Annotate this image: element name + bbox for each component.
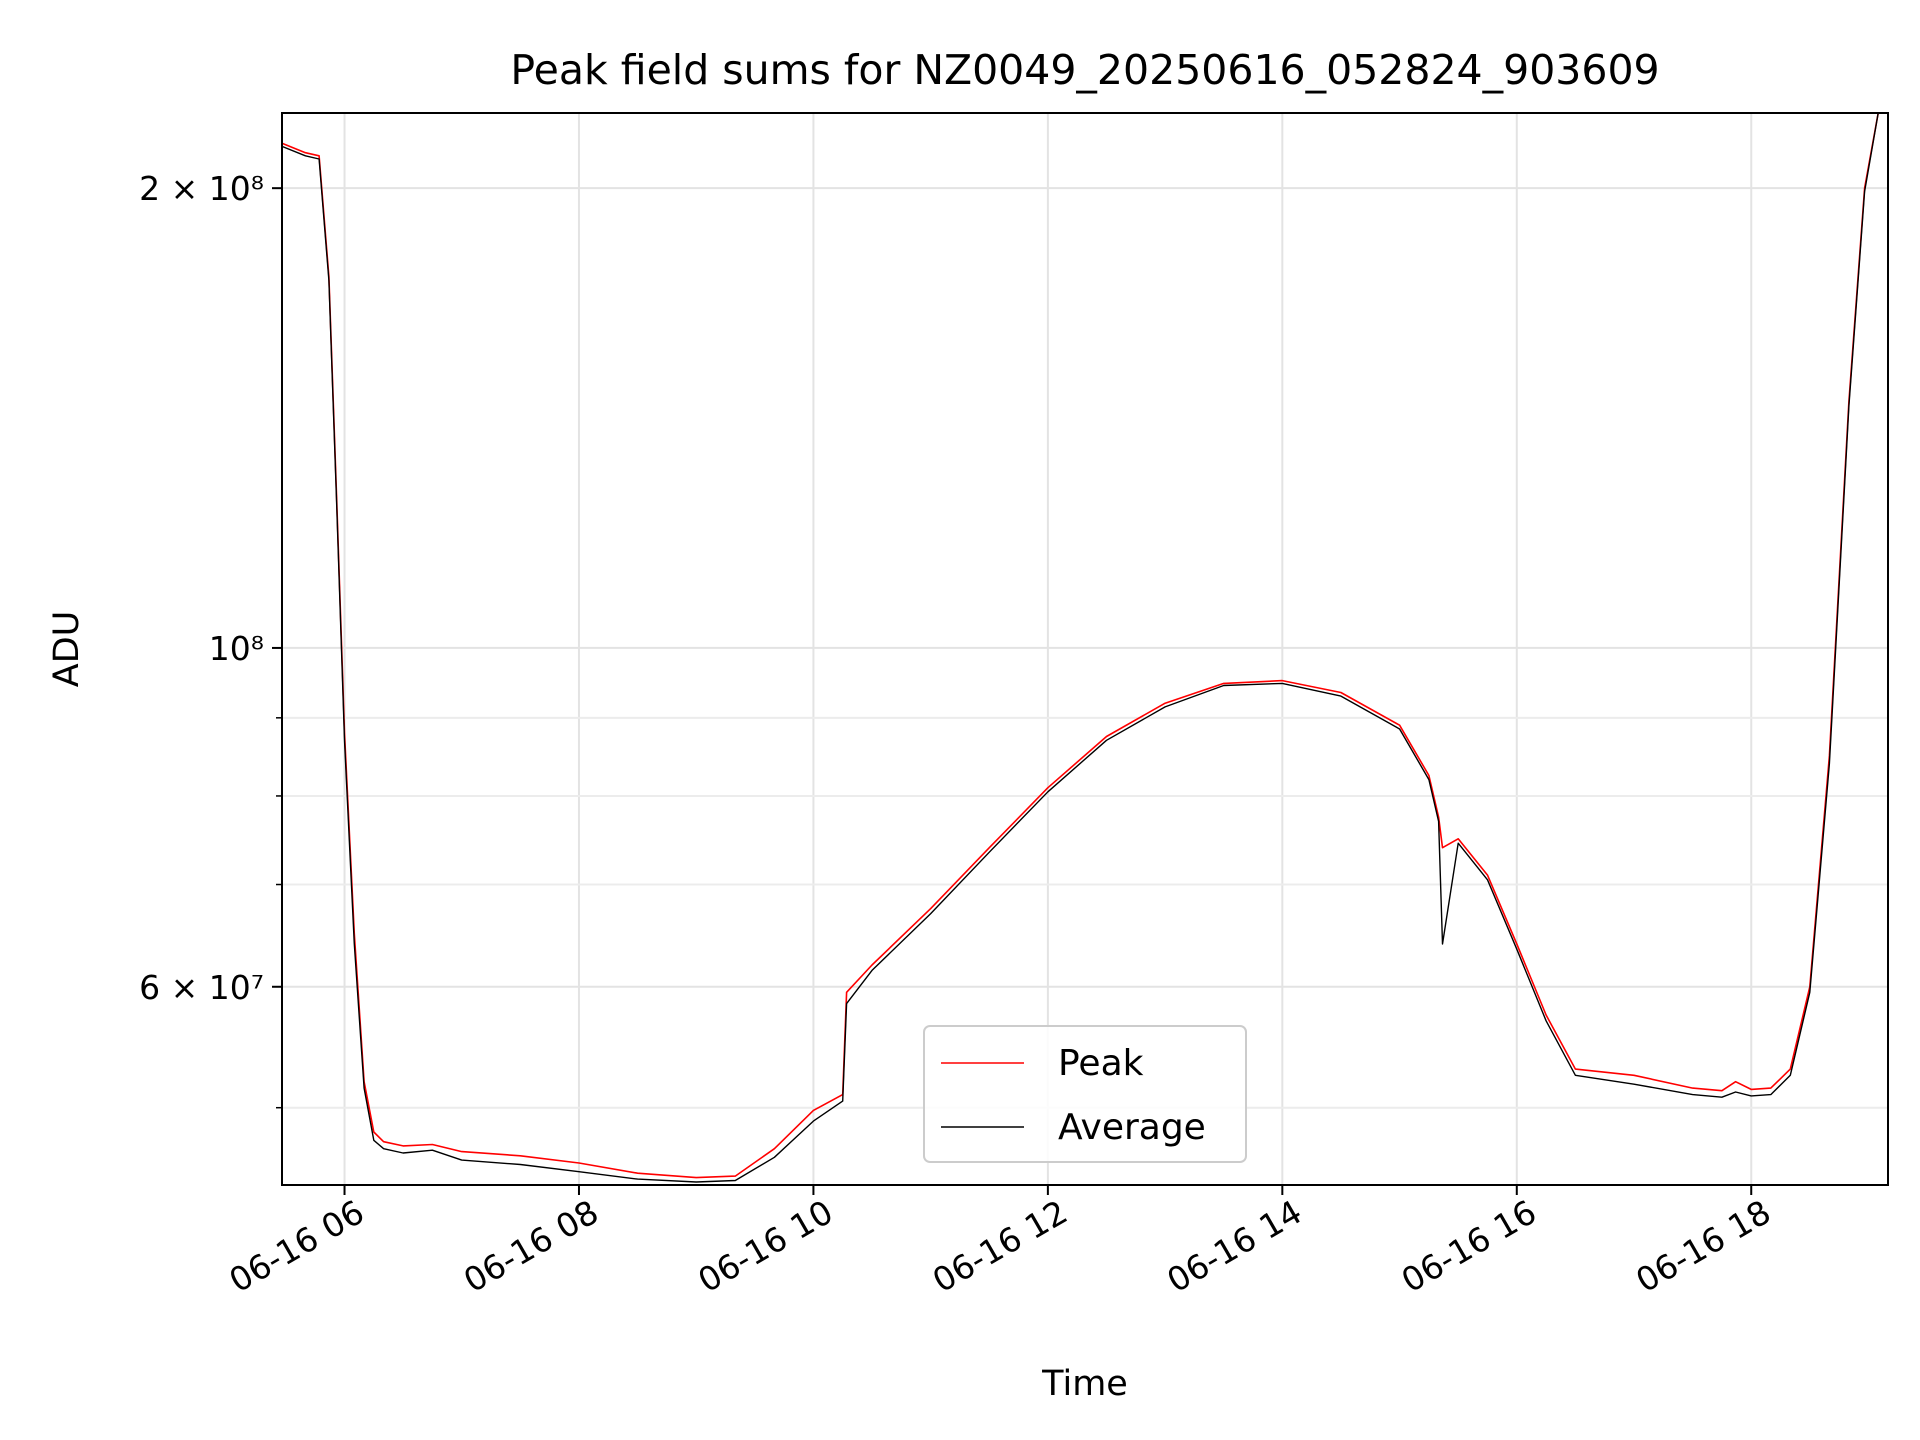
chart-title: Peak field sums for NZ0049_20250616_0528…	[510, 46, 1659, 94]
legend-label: Peak	[1058, 1043, 1144, 1084]
legend-label: Average	[1058, 1107, 1206, 1148]
series-line-average	[282, 113, 1879, 1183]
grid	[282, 113, 1888, 1185]
x-axis-label: Time	[1041, 1364, 1128, 1404]
legend-box	[923, 1025, 1247, 1163]
series-line-peak	[282, 113, 1879, 1179]
y-axis-label: ADU	[47, 611, 87, 688]
y-tick-label: 10⁸	[209, 629, 264, 668]
plot-series	[282, 113, 1879, 1183]
legend: Peak Average	[923, 1025, 1247, 1163]
plot-frame	[281, 112, 1889, 1186]
y-tick-label: 6 × 10⁷	[139, 968, 264, 1007]
y-tick-label: 2 × 10⁸	[139, 169, 264, 208]
